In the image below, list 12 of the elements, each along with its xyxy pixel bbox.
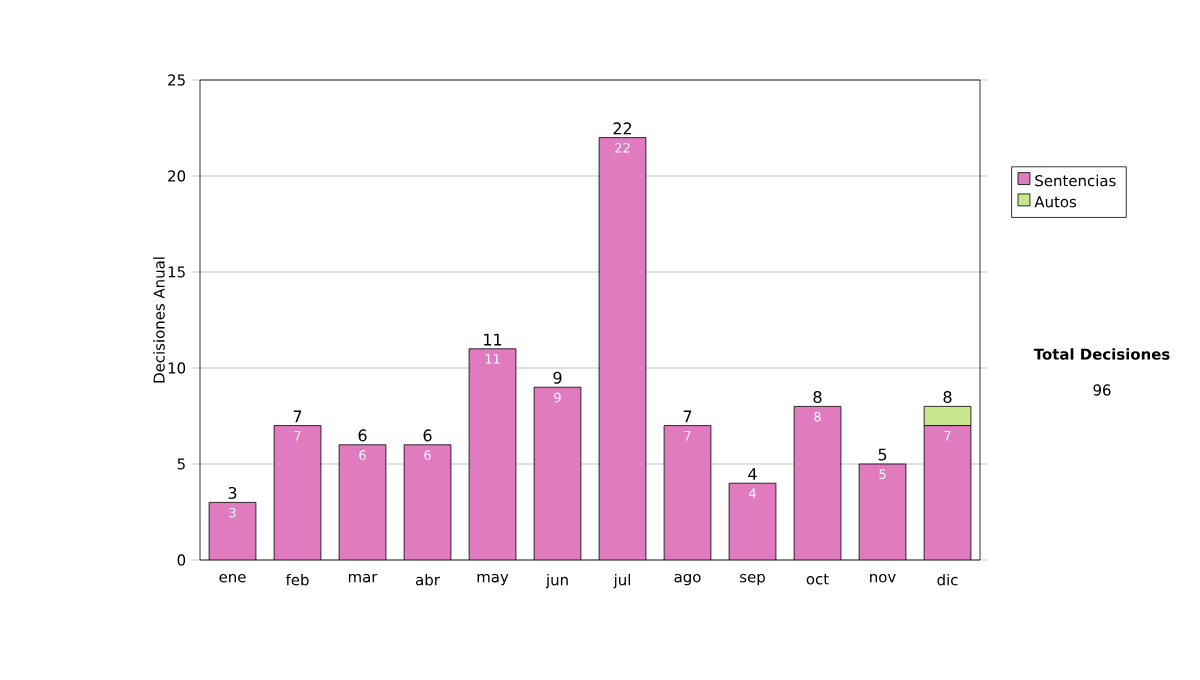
bar bbox=[274, 425, 321, 560]
bar bbox=[534, 387, 581, 560]
bar bbox=[794, 406, 841, 560]
bar bbox=[923, 425, 972, 560]
bar bbox=[729, 483, 776, 560]
bar bbox=[599, 137, 646, 560]
bar bbox=[209, 502, 256, 560]
bar bbox=[339, 444, 386, 560]
bar bbox=[404, 444, 451, 560]
bar bbox=[859, 464, 906, 560]
bar bbox=[469, 348, 516, 560]
bar bbox=[664, 425, 711, 560]
